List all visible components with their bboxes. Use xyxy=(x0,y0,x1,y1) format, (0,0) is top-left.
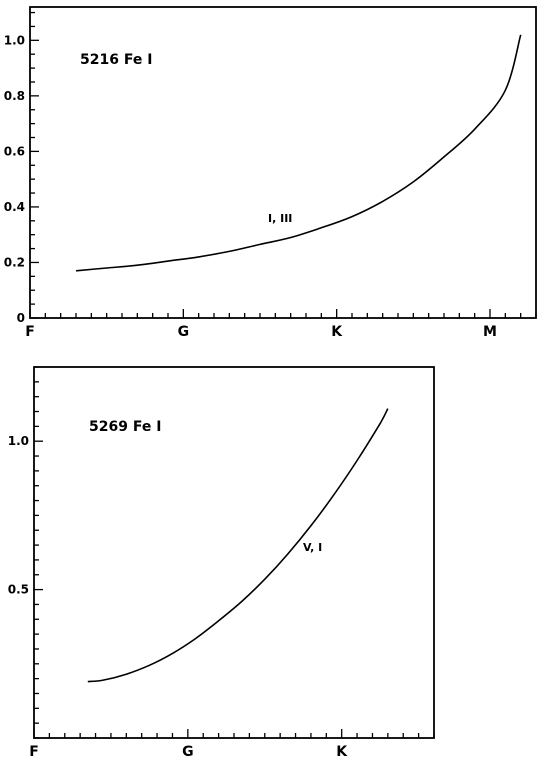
panel-2-title: 5269 Fe I xyxy=(89,419,161,435)
panel-1-tick-labels: F G K M 0 0.2 0.4 0.6 0.8 1.0 xyxy=(4,33,497,340)
panel-1-frame xyxy=(29,6,537,319)
panel-2-series-label: V, I xyxy=(303,541,322,554)
panel-2: 5269 Fe I F G K 0.5 1.0 V, I xyxy=(8,366,435,760)
x-tick-label: K xyxy=(331,324,343,340)
x-tick-label: M xyxy=(483,324,497,340)
panel-2-series-line xyxy=(87,408,389,683)
y-tick-label: 0 xyxy=(17,311,25,325)
y-tick-label: 1.0 xyxy=(4,33,25,47)
panel-1-series-label: I, III xyxy=(268,212,292,225)
y-tick-label: 1.0 xyxy=(8,434,29,448)
y-tick-label: 0.2 xyxy=(4,255,25,269)
x-tick-label: K xyxy=(336,744,348,760)
panel-1: 5216 Fe I F G K M 0 0.2 0.4 0.6 0.8 1.0 I, III xyxy=(4,6,537,340)
x-tick-label: F xyxy=(25,324,35,340)
x-tick-label: F xyxy=(29,744,39,760)
y-tick-label: 0.6 xyxy=(4,144,25,158)
y-tick-label: 0.8 xyxy=(4,89,25,103)
panel-1-ticks xyxy=(29,11,537,319)
x-tick-label: G xyxy=(182,744,194,760)
x-tick-label: G xyxy=(178,324,190,340)
y-tick-label: 0.4 xyxy=(4,200,25,214)
panel-1-title: 5216 Fe I xyxy=(80,52,152,68)
panel-2-ticks xyxy=(33,366,435,739)
panel-2-tick-labels: F G K 0.5 1.0 xyxy=(8,434,349,760)
y-tick-label: 0.5 xyxy=(8,583,29,597)
panel-1-series-line xyxy=(75,34,522,272)
